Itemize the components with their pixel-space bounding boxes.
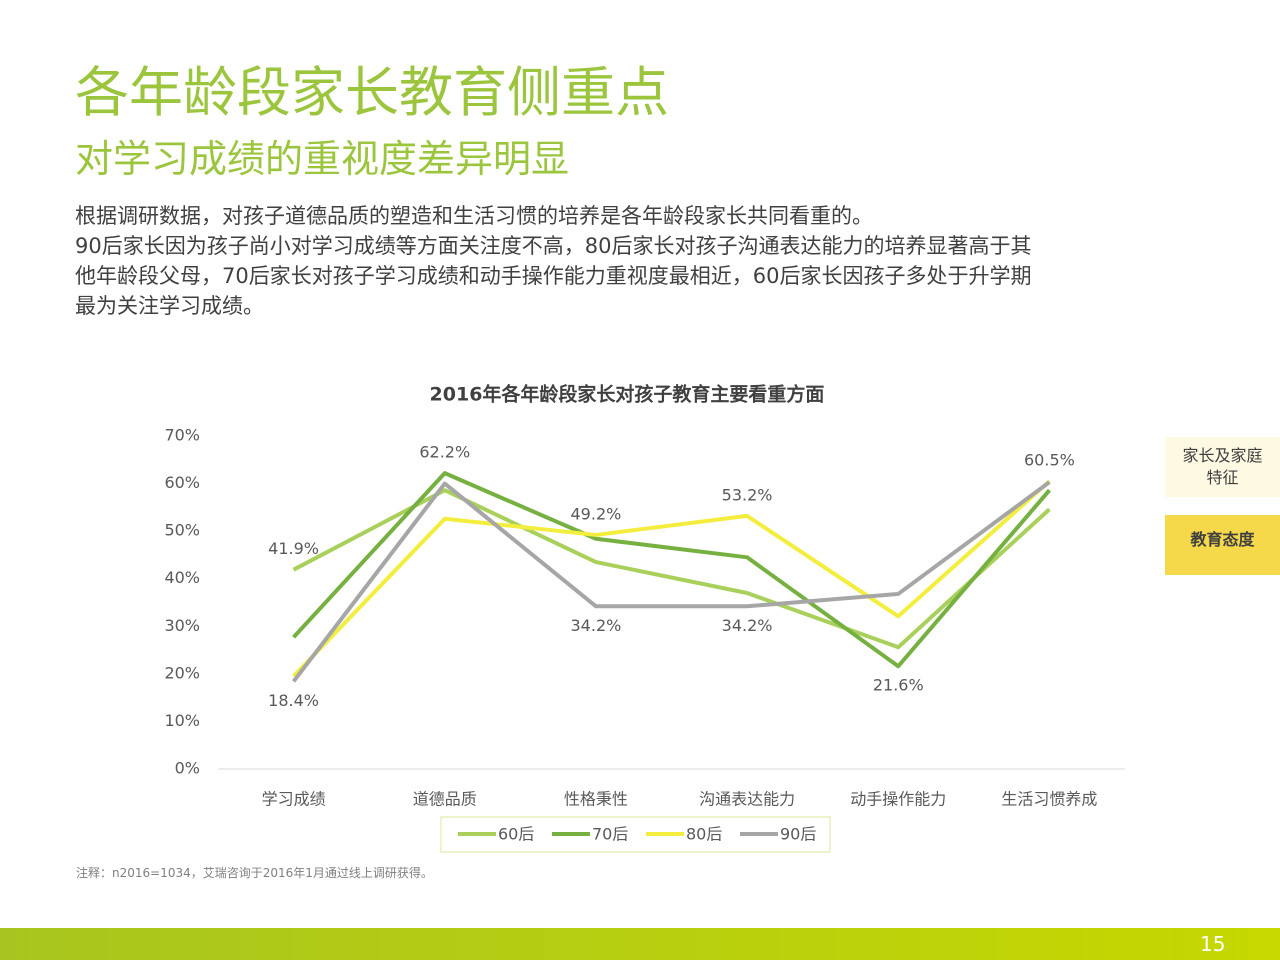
body-line: 最为关注学习成绩。 bbox=[75, 294, 264, 318]
chart-title: 2016年各年龄段家长对孩子教育主要看重方面 bbox=[430, 383, 825, 406]
x-tick-label: 道德品质 bbox=[413, 790, 477, 809]
data-label: 49.2% bbox=[571, 504, 622, 523]
y-tick-label: 40% bbox=[164, 568, 200, 587]
data-label: 34.2% bbox=[722, 616, 773, 635]
legend-label: 90后 bbox=[780, 825, 816, 844]
subtitle: 对学习成绩的重视度差异明显 bbox=[75, 137, 570, 181]
series-line bbox=[292, 471, 1051, 669]
y-tick-label: 10% bbox=[164, 711, 200, 730]
data-label: 41.9% bbox=[268, 539, 319, 558]
x-tick-label: 学习成绩 bbox=[262, 790, 326, 809]
x-tick-label: 性格秉性 bbox=[564, 790, 628, 809]
page-number: 15 bbox=[1200, 932, 1226, 956]
data-label: 18.4% bbox=[268, 691, 319, 710]
body-line: 90后家长因为孩子尚小对学习成绩等方面关注度不高，80后家长对孩子沟通表达能力的… bbox=[75, 234, 1032, 258]
y-tick-label: 20% bbox=[164, 663, 200, 682]
legend-label: 60后 bbox=[498, 825, 534, 844]
body-line: 根据调研数据，对孩子道德品质的塑造和生活习惯的培养是各年龄段家长共同看重的。 bbox=[75, 204, 873, 228]
data-label: 34.2% bbox=[571, 616, 622, 635]
side-tab[interactable]: 家长及家庭特征 bbox=[1165, 437, 1280, 497]
x-tick-label: 动手操作能力 bbox=[850, 790, 946, 809]
x-tick-label: 沟通表达能力 bbox=[699, 790, 795, 809]
series-line bbox=[291, 480, 1051, 683]
chart: 2016年各年龄段家长对孩子教育主要看重方面 0% 10% 20% 30% 40% 50%… bbox=[164, 383, 1125, 853]
data-label: 53.2% bbox=[722, 485, 773, 504]
y-tick-label: 70% bbox=[164, 426, 200, 445]
note: 注释：n2016=1034，艾瑞咨询于2016年1月通过线上调研获得。 bbox=[76, 866, 433, 880]
body-line: 他年龄段父母，70后家长对孩子学习成绩和动手操作能力重视度最相近，60后家长因孩… bbox=[75, 264, 1032, 288]
title: 各年龄段家长教育侧重点 bbox=[75, 61, 669, 124]
footer-band bbox=[0, 928, 1280, 960]
legend-label: 70后 bbox=[592, 825, 628, 844]
x-tick-label: 生活习惯养成 bbox=[1001, 790, 1097, 809]
y-tick-label: 0% bbox=[175, 759, 200, 778]
side-tab[interactable]: 教育态度 bbox=[1165, 515, 1280, 575]
y-tick-label: 30% bbox=[164, 616, 200, 635]
data-label: 60.5% bbox=[1024, 451, 1075, 470]
series-line bbox=[292, 488, 1051, 650]
data-label: 21.6% bbox=[873, 676, 924, 695]
series-line bbox=[292, 479, 1051, 678]
data-label: 62.2% bbox=[419, 443, 470, 462]
y-tick-label: 60% bbox=[164, 473, 200, 492]
y-tick-label: 50% bbox=[164, 521, 200, 540]
legend-box bbox=[440, 816, 831, 853]
tab-label: 家长及家庭特征 bbox=[1182, 446, 1263, 487]
legend-label: 80后 bbox=[686, 825, 722, 844]
